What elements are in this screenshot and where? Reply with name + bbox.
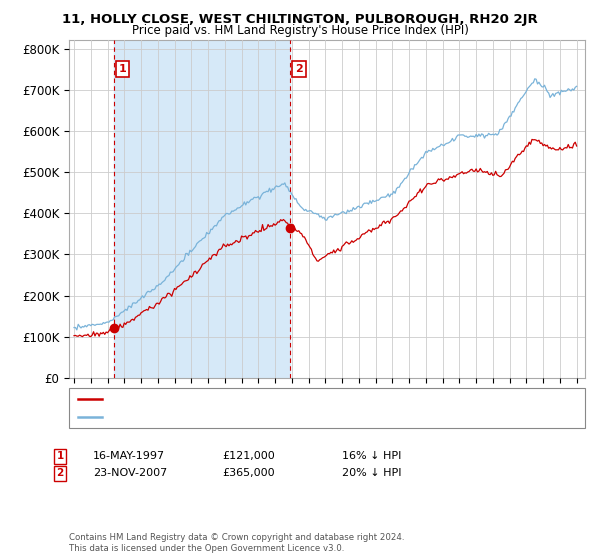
Text: HPI: Average price, detached house, Horsham: HPI: Average price, detached house, Hors… [106,412,335,422]
Text: 1: 1 [119,64,127,74]
Text: £365,000: £365,000 [222,468,275,478]
Text: 20% ↓ HPI: 20% ↓ HPI [342,468,401,478]
Text: Price paid vs. HM Land Registry's House Price Index (HPI): Price paid vs. HM Land Registry's House … [131,24,469,37]
Text: Contains HM Land Registry data © Crown copyright and database right 2024.
This d: Contains HM Land Registry data © Crown c… [69,533,404,553]
Text: 2: 2 [295,64,303,74]
Text: 16-MAY-1997: 16-MAY-1997 [93,451,165,461]
Text: 11, HOLLY CLOSE, WEST CHILTINGTON, PULBOROUGH, RH20 2JR: 11, HOLLY CLOSE, WEST CHILTINGTON, PULBO… [62,13,538,26]
Bar [114,40,290,378]
Text: 16% ↓ HPI: 16% ↓ HPI [342,451,401,461]
Text: 23-NOV-2007: 23-NOV-2007 [93,468,167,478]
Text: £121,000: £121,000 [222,451,275,461]
Text: 11, HOLLY CLOSE, WEST CHILTINGTON, PULBOROUGH, RH20 2JR (detached house): 11, HOLLY CLOSE, WEST CHILTINGTON, PULBO… [106,394,516,404]
Text: 1: 1 [56,451,64,461]
Text: 2: 2 [56,468,64,478]
